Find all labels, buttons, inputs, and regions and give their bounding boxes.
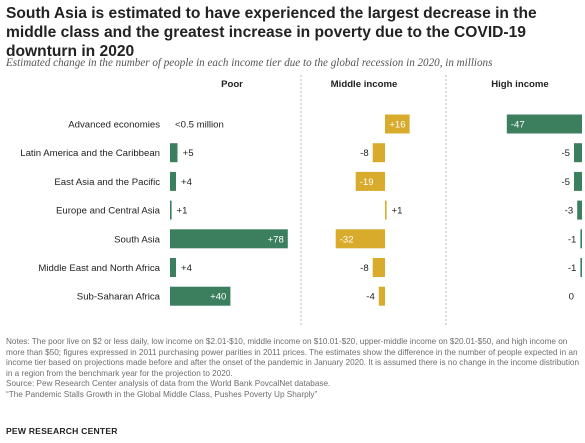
data-label-poor-south-asia: +78 xyxy=(268,234,284,245)
data-label-middle-income-east-asia-and-the-pacific: -19 xyxy=(360,177,374,188)
source-text: Source: Pew Research Center analysis of … xyxy=(6,379,331,389)
category-label-sub-saharan-africa: Sub-Saharan Africa xyxy=(77,292,161,303)
data-label-poor-advanced-economies: <0.5 million xyxy=(175,120,224,131)
bar-poor-east-asia-and-the-pacific xyxy=(170,171,176,191)
bar-high-income-middle-east-and-north-africa xyxy=(580,258,582,277)
data-label-poor-east-asia-and-the-pacific: +4 xyxy=(181,177,193,188)
bar-high-income-europe-and-central-asia xyxy=(577,200,582,220)
bar-middle-income-south-asia xyxy=(335,229,385,249)
bar-chart: Poor Middle income High income Advanced eco… xyxy=(20,75,582,325)
data-label-high-income-south-asia: -1 xyxy=(568,234,577,245)
bar-high-income-east-asia-and-the-pacific xyxy=(574,171,582,191)
bar-poor-middle-east-and-north-africa xyxy=(170,258,176,277)
category-label-middle-east-and-north-africa: Middle East and North Africa xyxy=(38,263,160,274)
bar-middle-income-latin-america-and-the-caribbean xyxy=(372,143,385,163)
bar-poor-sub-saharan-africa xyxy=(170,286,231,306)
column-header-high-income: High income xyxy=(491,79,549,90)
bar-middle-income-sub-saharan-africa xyxy=(378,286,385,306)
bar-high-income-latin-america-and-the-caribbean xyxy=(574,143,582,163)
chart-subtitle: Estimated change in the number of people… xyxy=(6,57,493,69)
bar-middle-income-advanced-economies xyxy=(385,114,410,134)
category-label-europe-and-central-asia: Europe and Central Asia xyxy=(56,206,161,217)
brand-logo-text: PEW RESEARCH CENTER xyxy=(6,426,118,436)
data-label-middle-income-middle-east-and-north-africa: -8 xyxy=(360,263,369,274)
data-label-middle-income-europe-and-central-asia: +1 xyxy=(392,206,403,217)
chart-title: South Asia is estimated to have experien… xyxy=(6,5,537,60)
data-label-middle-income-south-asia: -32 xyxy=(340,234,354,245)
bar-high-income-south-asia xyxy=(580,229,582,249)
bar-poor-south-asia xyxy=(170,229,288,249)
data-label-high-income-advanced-economies: -47 xyxy=(511,120,525,131)
data-label-high-income-east-asia-and-the-pacific: -5 xyxy=(561,177,570,188)
column-header-poor: Poor xyxy=(221,79,243,90)
column-header-middle-income: Middle income xyxy=(331,79,398,90)
category-label-south-asia: South Asia xyxy=(114,234,161,245)
bar-middle-income-east-asia-and-the-pacific xyxy=(355,171,385,191)
bar-poor-europe-and-central-asia xyxy=(170,200,172,220)
bar-middle-income-europe-and-central-asia xyxy=(385,200,387,220)
bar-middle-income-middle-east-and-north-africa xyxy=(372,258,385,277)
category-label-east-asia-and-the-pacific: East Asia and the Pacific xyxy=(54,177,160,188)
category-label-latin-america-and-the-caribbean: Latin America and the Caribbean xyxy=(20,148,160,159)
chart-notes: Notes: The poor live on $2 or less daily… xyxy=(6,337,582,401)
data-label-poor-latin-america-and-the-caribbean: +5 xyxy=(183,148,194,159)
data-label-high-income-sub-saharan-africa: 0 xyxy=(569,292,574,303)
bar-poor-latin-america-and-the-caribbean xyxy=(170,143,178,163)
data-label-high-income-middle-east-and-north-africa: -1 xyxy=(568,263,577,274)
category-label-advanced-economies: Advanced economies xyxy=(68,120,160,131)
data-label-poor-middle-east-and-north-africa: +4 xyxy=(181,263,193,274)
data-label-middle-income-advanced-economies: +16 xyxy=(389,120,405,131)
data-label-high-income-europe-and-central-asia: -3 xyxy=(565,206,574,217)
data-label-middle-income-latin-america-and-the-caribbean: -8 xyxy=(360,148,369,159)
notes-text: Notes: The poor live on $2 or less daily… xyxy=(6,337,580,378)
report-title: “The Pandemic Stalls Growth in the Globa… xyxy=(6,389,318,399)
data-label-poor-europe-and-central-asia: +1 xyxy=(177,206,188,217)
data-label-poor-sub-saharan-africa: +40 xyxy=(210,292,226,303)
bar-high-income-advanced-economies xyxy=(506,114,582,134)
data-label-high-income-latin-america-and-the-caribbean: -5 xyxy=(561,148,570,159)
data-label-middle-income-sub-saharan-africa: -4 xyxy=(366,292,375,303)
